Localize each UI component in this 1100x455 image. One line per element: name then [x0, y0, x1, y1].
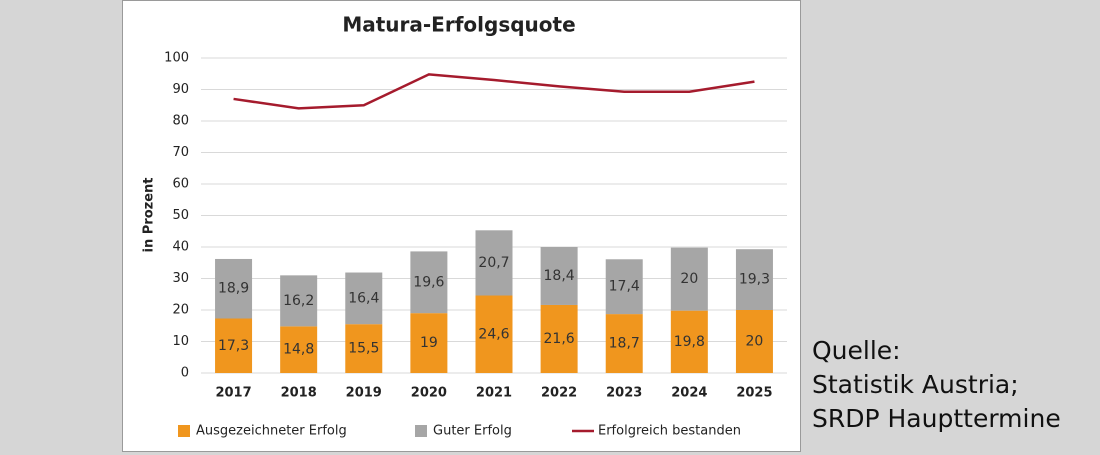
value-label: 24,6 — [478, 326, 509, 342]
value-label: 18,4 — [544, 268, 575, 284]
bar-segment — [410, 251, 448, 314]
bar-segment — [540, 247, 578, 305]
y-tick-label: 30 — [172, 271, 189, 286]
bar-segment — [540, 304, 578, 373]
value-label: 14,8 — [283, 342, 314, 358]
bar-segment — [215, 318, 253, 373]
y-tick-label: 100 — [164, 51, 189, 66]
y-axis-label: in Prozent — [142, 178, 157, 253]
bar-segment — [410, 313, 448, 373]
y-tick-label: 90 — [172, 82, 189, 97]
y-tick-label: 50 — [172, 208, 189, 223]
bar-segment — [475, 295, 513, 373]
legend-swatch — [415, 425, 427, 437]
value-label: 17,3 — [218, 338, 249, 354]
value-label: 19,8 — [674, 334, 705, 350]
source-line: SRDP Haupttermine — [812, 404, 1061, 433]
x-tick-label: 2024 — [671, 386, 707, 401]
legend-label: Erfolgreich bestanden — [598, 424, 741, 439]
y-tick-label: 70 — [172, 145, 189, 160]
value-label: 20,7 — [478, 255, 509, 271]
legend-label: Ausgezeichneter Erfolg — [196, 424, 347, 439]
bar-segment — [280, 326, 318, 373]
y-tick-label: 10 — [172, 334, 189, 349]
value-label: 20 — [680, 271, 698, 287]
chart-panel: Matura-Erfolgsquote in Prozent 0 10 20 30 40… — [122, 0, 801, 452]
bar-segment — [280, 275, 318, 327]
x-tick-label: 2021 — [476, 386, 512, 401]
y-tick-label: 0 — [181, 366, 189, 381]
x-tick-label: 2019 — [346, 386, 382, 401]
bar-segment — [670, 310, 708, 373]
value-label: 15,5 — [348, 341, 379, 357]
bar-segment — [605, 259, 643, 315]
y-tick-label: 60 — [172, 177, 189, 192]
chart: Matura-Erfolgsquote in Prozent 0 10 20 30 40… — [142, 13, 787, 439]
y-tick-label: 20 — [172, 303, 189, 318]
value-label: 21,6 — [544, 331, 575, 347]
bar-segment — [605, 314, 643, 373]
bar-segment — [345, 324, 383, 373]
x-tick-label: 2022 — [541, 386, 577, 401]
value-label: 18,9 — [218, 281, 249, 297]
y-tick-label: 80 — [172, 114, 189, 129]
chart-title: Matura-Erfolgsquote — [342, 13, 575, 37]
x-tick-label: 2020 — [411, 386, 447, 401]
value-label: 16,4 — [348, 290, 379, 306]
value-label: 19 — [420, 335, 438, 351]
value-label: 17,4 — [609, 279, 640, 295]
bar-segment — [670, 247, 708, 311]
value-label: 18,7 — [609, 336, 640, 352]
bar-segment — [215, 258, 253, 319]
x-tick-label: 2018 — [281, 386, 317, 401]
value-label: 20 — [746, 334, 764, 350]
legend-label: Guter Erfolg — [433, 424, 512, 439]
bar-segment — [735, 310, 773, 373]
bar-segment — [345, 272, 383, 325]
source-line: Statistik Austria; — [812, 370, 1019, 399]
x-tick-label: 2017 — [215, 386, 251, 401]
line-series — [233, 73, 755, 110]
source-note: Quelle: Statistik Austria; SRDP Haupttermi… — [812, 334, 1061, 436]
bar-segment — [735, 249, 773, 310]
source-line: Quelle: — [812, 336, 901, 365]
x-tick-label: 2025 — [736, 386, 772, 401]
y-tick-label: 40 — [172, 240, 189, 255]
value-label: 19,6 — [413, 274, 444, 290]
legend-swatch — [178, 425, 190, 437]
x-tick-label: 2023 — [606, 386, 642, 401]
bar-segment — [475, 230, 513, 296]
value-label: 16,2 — [283, 293, 314, 309]
value-label: 19,3 — [739, 272, 770, 288]
